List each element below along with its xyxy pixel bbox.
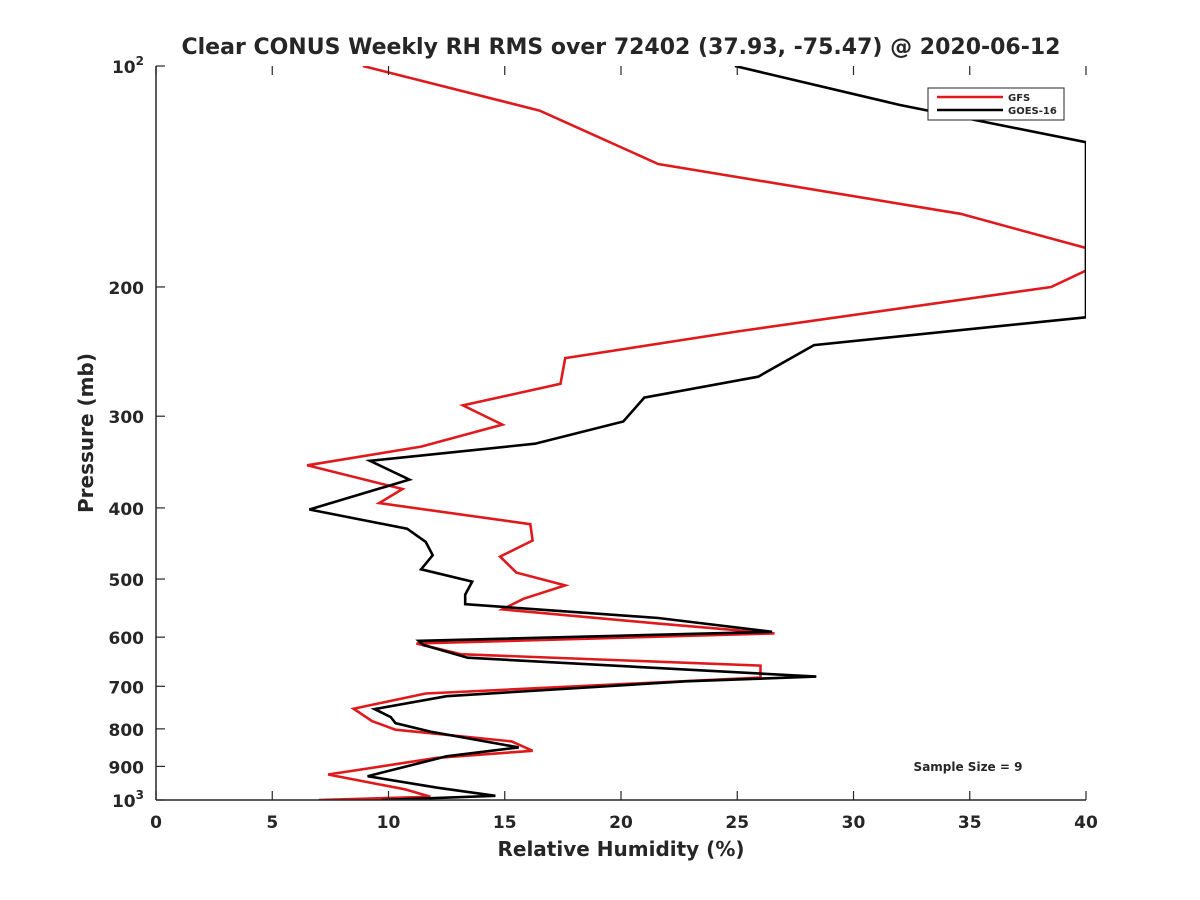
x-tick-label: 10: [377, 813, 401, 833]
y-tick-label: 900: [109, 758, 145, 778]
x-tick-label: 30: [842, 813, 866, 833]
y-tick-label: 600: [109, 629, 145, 649]
series-group: [306, 66, 1086, 800]
y-tick-label: 500: [109, 571, 145, 591]
y-tick-label-base: 800: [109, 721, 145, 741]
x-tick-label: 40: [1074, 813, 1098, 833]
x-tick-label: 0: [150, 813, 162, 833]
y-tick-label-exponent: 2: [136, 54, 144, 68]
y-tick-label: 102: [112, 54, 144, 78]
legend-box: [927, 87, 1065, 121]
y-axis-label: Pressure (mb): [74, 353, 98, 513]
x-tick-label: 35: [958, 813, 982, 833]
y-tick-label-base: 10: [112, 58, 136, 78]
plot-area: [156, 66, 1086, 800]
legend-label-goes16: GOES-16: [1008, 106, 1057, 117]
x-tick-label: 20: [609, 813, 633, 833]
legend-label-gfs: GFS: [1008, 93, 1030, 104]
y-tick-label-base: 400: [109, 500, 145, 520]
x-ticks: 0 5 10 15 20 25 30 35 40: [150, 66, 1098, 833]
series-line-goes-16: [309, 66, 1086, 800]
x-tick-label: 25: [725, 813, 749, 833]
x-tick-label: 15: [493, 813, 517, 833]
y-tick-label-base: 200: [109, 279, 145, 299]
y-tick-label: 400: [109, 500, 145, 520]
y-tick-label-base: 10: [112, 792, 136, 812]
y-tick-label-base: 500: [109, 571, 145, 591]
y-tick-label-exponent: 3: [136, 788, 144, 802]
x-axis-label: Relative Humidity (%): [497, 837, 744, 861]
sample-size-annotation: Sample Size = 9: [914, 760, 1023, 774]
y-tick-label: 700: [109, 678, 145, 698]
y-tick-label: 300: [109, 408, 145, 428]
legend: GFS GOES-16: [927, 87, 1065, 121]
y-tick-label-base: 600: [109, 629, 145, 649]
chart-title: Clear CONUS Weekly RH RMS over 72402 (37…: [182, 35, 1061, 60]
x-tick-label: 5: [266, 813, 278, 833]
y-tick-label-base: 900: [109, 758, 145, 778]
y-tick-label: 200: [109, 279, 145, 299]
y-tick-label-base: 300: [109, 408, 145, 428]
y-tick-label: 103: [112, 788, 144, 812]
y-tick-label-base: 700: [109, 678, 145, 698]
y-tick-label: 800: [109, 721, 145, 741]
